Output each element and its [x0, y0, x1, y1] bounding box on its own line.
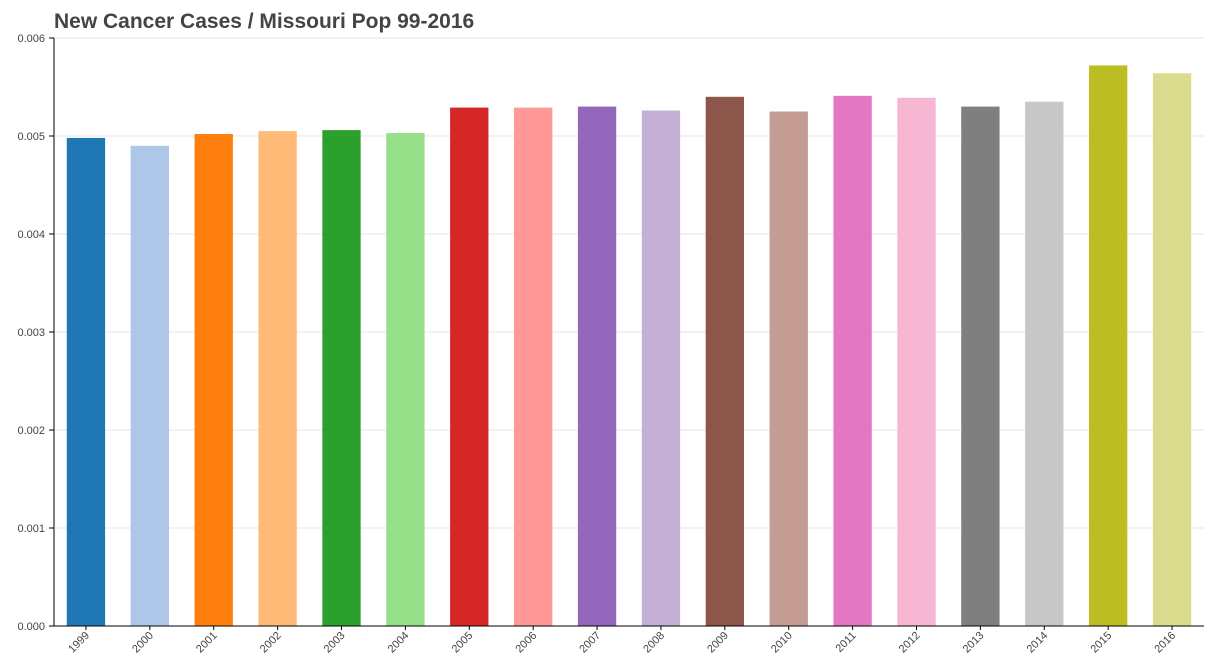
y-axis: 0.000 0.001 0.002 0.003 0.004 0.005 0.006: [17, 33, 55, 633]
bar-2013: [961, 106, 1000, 627]
x-tick-label: 2013: [961, 630, 987, 656]
bar-2016: [1152, 73, 1192, 626]
x-tick-label: 1999: [66, 630, 92, 656]
bar-2003: [322, 130, 361, 626]
bar-2009: [705, 96, 744, 627]
bar-2004: [386, 133, 425, 626]
x-axis: 1999 2000 2001 2002 2003 2004 2005 2006 2007 2008…: [54, 625, 1204, 656]
bar-2014: [1025, 101, 1064, 626]
x-tick-label: 2014: [1025, 630, 1051, 656]
x-tick-label: 2010: [769, 630, 795, 656]
bar-2007: [577, 106, 617, 627]
y-gridlines: [54, 37, 1204, 529]
bar-2011: [833, 95, 872, 626]
x-tick-label: 2001: [194, 630, 220, 656]
x-tick-label: 2000: [130, 630, 156, 656]
y-tick-label: 0.005: [17, 131, 45, 143]
y-tick-label: 0.001: [17, 523, 45, 535]
x-tick-label: 2011: [834, 630, 859, 655]
x-tick-label: 2012: [897, 630, 923, 656]
x-tick-label: 2004: [386, 630, 412, 656]
bar-2005: [450, 107, 489, 626]
bar-1999: [66, 137, 106, 626]
bar-2000: [130, 145, 169, 627]
bar-2010: [769, 111, 808, 626]
x-tick-label: 2008: [641, 630, 667, 656]
bar-2012: [897, 97, 936, 626]
x-tick-label: 2015: [1088, 630, 1114, 656]
bar-2001: [194, 134, 233, 627]
chart-title: New Cancer Cases / Missouri Pop 99-2016: [54, 10, 474, 33]
y-tick-label: 0.003: [17, 327, 45, 339]
y-tick-label: 0.000: [17, 621, 45, 633]
x-tick-label: 2003: [322, 630, 348, 656]
x-tick-label: 2006: [513, 630, 539, 656]
bars: [66, 65, 1192, 627]
bar-2015: [1089, 65, 1128, 626]
y-tick-label: 0.002: [17, 425, 45, 437]
bar-2002: [258, 131, 297, 626]
x-tick-label: 2005: [450, 630, 476, 656]
x-tick-label: 2007: [577, 630, 603, 656]
x-tick-label: 2002: [258, 630, 284, 656]
x-tick-label: 2016: [1152, 630, 1178, 656]
y-tick-label: 0.006: [17, 33, 45, 45]
x-tick-label: 2009: [705, 630, 731, 656]
y-tick-label: 0.004: [17, 229, 45, 241]
bar-2008: [641, 110, 681, 626]
bar-2006: [514, 107, 553, 626]
